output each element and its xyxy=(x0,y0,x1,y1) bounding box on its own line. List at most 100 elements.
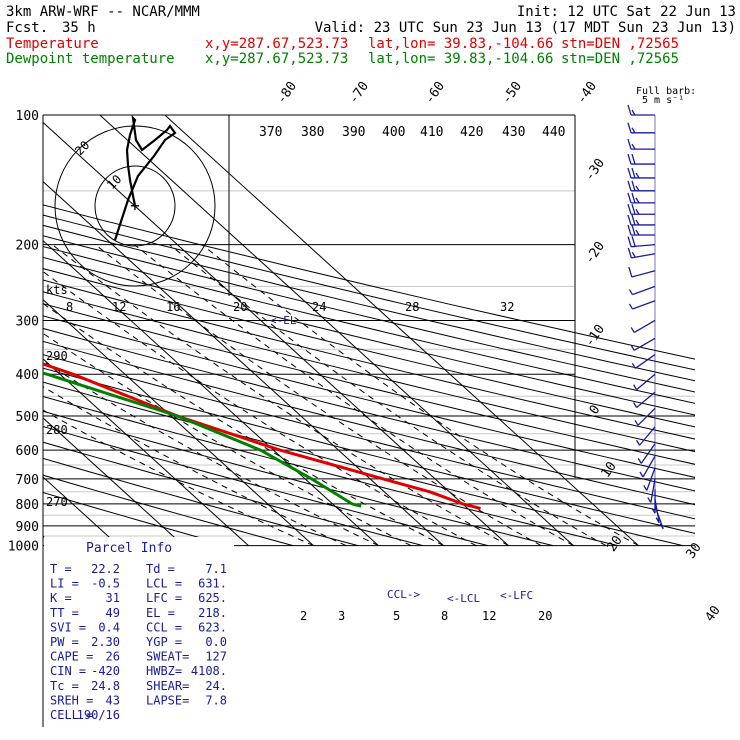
isotherm-label: 20 xyxy=(604,533,625,554)
parcel-key: LI = xyxy=(50,577,79,591)
wind-barb-flag xyxy=(627,180,632,192)
parcel-value: 127 xyxy=(205,650,227,664)
theta-left-label: 280 xyxy=(46,423,68,437)
isotherm-label: -40 xyxy=(574,79,600,107)
pressure-label-200: 200 xyxy=(16,239,39,254)
pressure-label-100: 100 xyxy=(16,109,39,124)
wind-barb-flag xyxy=(631,109,636,116)
parcel-value: 190/16 xyxy=(77,708,120,722)
dewpoint-profile xyxy=(43,371,362,508)
parcel-value: 623. xyxy=(198,620,227,634)
pressure-label-800: 800 xyxy=(16,498,39,513)
wind-barb-flag xyxy=(627,236,632,247)
dewpoint-station: stn=DEN ,72565 xyxy=(561,51,680,67)
wind-barb-flag xyxy=(631,214,636,226)
dewpoint-legend: Dewpoint temperature xyxy=(6,51,175,67)
moist-adiabat xyxy=(43,332,412,547)
parcel-key: LAPSE= xyxy=(146,693,189,707)
moist-adiabat xyxy=(43,270,477,547)
wind-barb-staff xyxy=(636,373,656,391)
dry-adiabat xyxy=(43,492,229,547)
moist-adiabat xyxy=(201,244,639,547)
wind-barb-flag xyxy=(631,153,636,165)
dewpoint-xy: x,y=287.67,523.73 xyxy=(205,51,349,67)
isotherm xyxy=(164,115,639,546)
wind-barb-flag xyxy=(631,236,636,247)
parcel-key: SWEAT= xyxy=(146,650,189,664)
wind-barb-staff xyxy=(634,354,656,369)
parcel-key: CELL = xyxy=(50,708,93,722)
theta-label: 410 xyxy=(420,125,443,140)
mixing-ratio-label: 5 xyxy=(393,609,400,623)
parcel-value: -0.5 xyxy=(91,577,120,591)
dry-adiabat xyxy=(43,340,695,506)
parcel-value: 31 xyxy=(106,591,120,605)
wind-barb-staff xyxy=(639,426,656,446)
parcel-key: Tc = xyxy=(50,679,79,693)
wind-barb-flag xyxy=(633,402,638,408)
isotherm-label: 30 xyxy=(683,540,704,561)
mixing-ratio-label: 8 xyxy=(441,609,448,623)
wind-barb-staff xyxy=(631,270,656,278)
wind-barb-flag xyxy=(627,167,632,179)
theta-label: 420 xyxy=(460,125,483,140)
dewpoint-latlon: lat,lon= 39.83,-104.66 xyxy=(368,51,554,67)
wind-barb-flag xyxy=(628,266,633,278)
kts-label: kts xyxy=(46,283,68,297)
wind-barb-staff xyxy=(646,467,656,491)
isotherm-label: -20 xyxy=(582,239,608,267)
dry-adiabat xyxy=(43,457,359,547)
wind-barb-flag xyxy=(628,303,634,310)
wind-barb-flag xyxy=(634,419,639,426)
theta-left-label: 270 xyxy=(46,495,68,509)
hodograph-trace xyxy=(113,114,177,241)
parcel-key: CIN = xyxy=(50,664,86,678)
wind-barb-flag xyxy=(631,167,636,179)
wind-barb-flag xyxy=(631,127,636,134)
wind-barb-flag xyxy=(637,458,642,464)
parcel-value: 218. xyxy=(198,606,227,620)
lfc-annotation: <-LFC xyxy=(500,589,533,602)
dry-adiabat xyxy=(43,291,695,453)
theta-label: 380 xyxy=(301,125,324,140)
wind-barb-flag xyxy=(631,251,636,258)
dry-adiabat xyxy=(43,354,695,520)
wind-barb-flag xyxy=(631,192,636,204)
dry-adiabat xyxy=(43,441,424,547)
dry-adiabat xyxy=(43,279,695,440)
wind-barb-flag xyxy=(651,507,656,514)
wind-barb-staff xyxy=(631,253,656,259)
wind-barb-flag xyxy=(635,185,640,192)
mixing-ratio-label: 2 xyxy=(300,609,307,623)
temperature-latlon: lat,lon= 39.83,-104.66 xyxy=(368,36,554,52)
parcel-value: 22.2 xyxy=(91,562,120,576)
hodo-speed-label: 32 xyxy=(500,300,514,314)
theta-label: 430 xyxy=(502,125,525,140)
moist-adiabat xyxy=(94,244,542,547)
dry-adiabat xyxy=(43,214,695,371)
wind-barb-flag xyxy=(627,224,632,236)
parcel-value: 0.4 xyxy=(98,620,120,634)
hodo-ring-label: 10 xyxy=(104,172,124,192)
parcel-value: 26 xyxy=(106,650,120,664)
parcel-value: 24. xyxy=(205,679,227,693)
dry-adiabat xyxy=(43,235,695,393)
wind-barb-flag xyxy=(628,289,634,295)
hodo-ring-label: 20 xyxy=(72,138,92,158)
wind-barb-flag xyxy=(647,497,652,503)
parcel-key: SHEAR= xyxy=(146,679,189,693)
parcel-key: HWBZ= xyxy=(146,664,182,678)
pressure-label-1000: 1000 xyxy=(8,540,39,555)
parcel-key: TT = xyxy=(50,606,79,620)
wind-barb-flag xyxy=(630,344,635,351)
parcel-value: 43 xyxy=(106,693,120,707)
barb-legend-unit: 5 m s⁻¹ xyxy=(642,95,684,106)
dry-adiabat xyxy=(43,367,695,534)
wind-barb-staff xyxy=(633,319,656,334)
moist-adiabat xyxy=(43,386,347,547)
wind-barb-flag xyxy=(635,219,640,226)
isotherm-label: 40 xyxy=(702,603,723,624)
temperature-station: stn=DEN ,72565 xyxy=(561,36,680,52)
parcel-key: K = xyxy=(50,591,72,605)
